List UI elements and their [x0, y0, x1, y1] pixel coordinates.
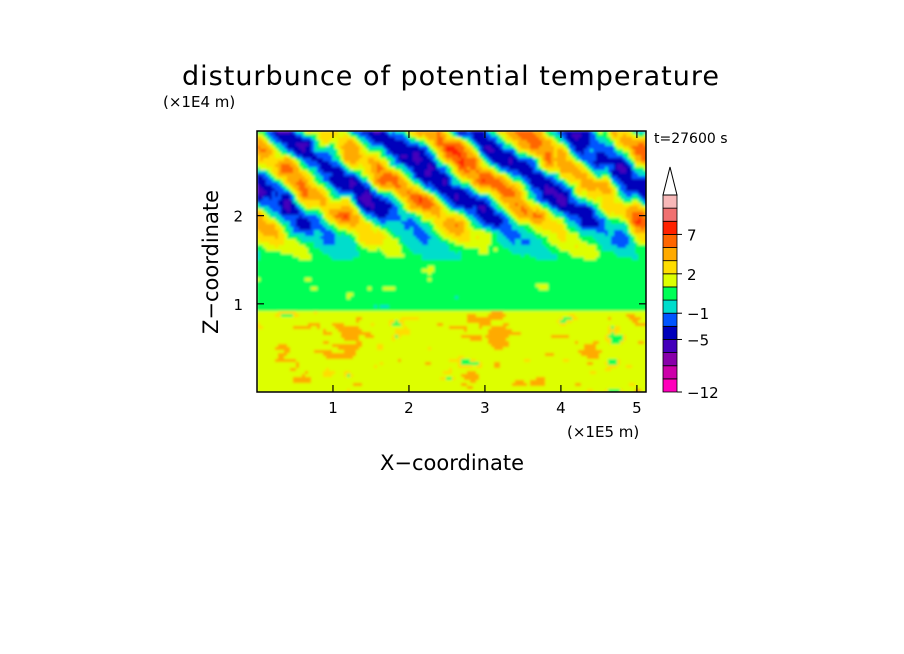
colorbar-level [662, 207, 678, 222]
colorbar-tick-label: −5 [687, 331, 709, 349]
colorbar-level [662, 260, 678, 275]
x-axis-ticks: 1 2 3 4 5 [328, 131, 642, 417]
colorbar-tick-label: −1 [687, 305, 709, 323]
colorbar-tick-label: −12 [687, 384, 719, 402]
colorbar-level [662, 194, 678, 209]
colorbar: −12−5−127 [662, 166, 719, 402]
y-axis-label: Z−coordinate [199, 190, 223, 334]
x-tick-label: 1 [328, 399, 338, 417]
contour-field [257, 131, 646, 392]
chart-title: disturbunce of potential temperature [182, 61, 720, 92]
colorbar-level [662, 233, 678, 248]
y-tick-label: 2 [233, 208, 243, 226]
colorbar-level [662, 299, 678, 314]
colorbar-tick-label: 2 [687, 266, 697, 284]
colorbar-level [662, 339, 678, 354]
x-scale-label: (×1E5 m) [567, 423, 639, 441]
colorbar-level [662, 312, 678, 327]
x-axis-label: X−coordinate [380, 451, 524, 475]
time-label: t=27600 s [654, 131, 728, 147]
colorbar-level [662, 220, 678, 235]
plot-frame [256, 130, 647, 393]
x-tick-label: 2 [404, 399, 414, 417]
y-tick-label: 1 [233, 296, 243, 314]
colorbar-level [662, 352, 678, 367]
colorbar-tick-label: 7 [687, 226, 697, 244]
colorbar-level [662, 286, 678, 301]
y-scale-label: (×1E4 m) [163, 93, 235, 111]
colorbar-level [662, 365, 678, 380]
colorbar-level [662, 325, 678, 340]
x-tick-label: 4 [556, 399, 566, 417]
x-tick-label: 3 [480, 399, 490, 417]
colorbar-level [662, 378, 678, 393]
y-axis-ticks: 12 [233, 208, 646, 314]
x-tick-label: 5 [632, 399, 642, 417]
colorbar-extend-triangle [662, 166, 678, 196]
colorbar-level [662, 247, 678, 262]
colorbar-level [662, 273, 678, 288]
